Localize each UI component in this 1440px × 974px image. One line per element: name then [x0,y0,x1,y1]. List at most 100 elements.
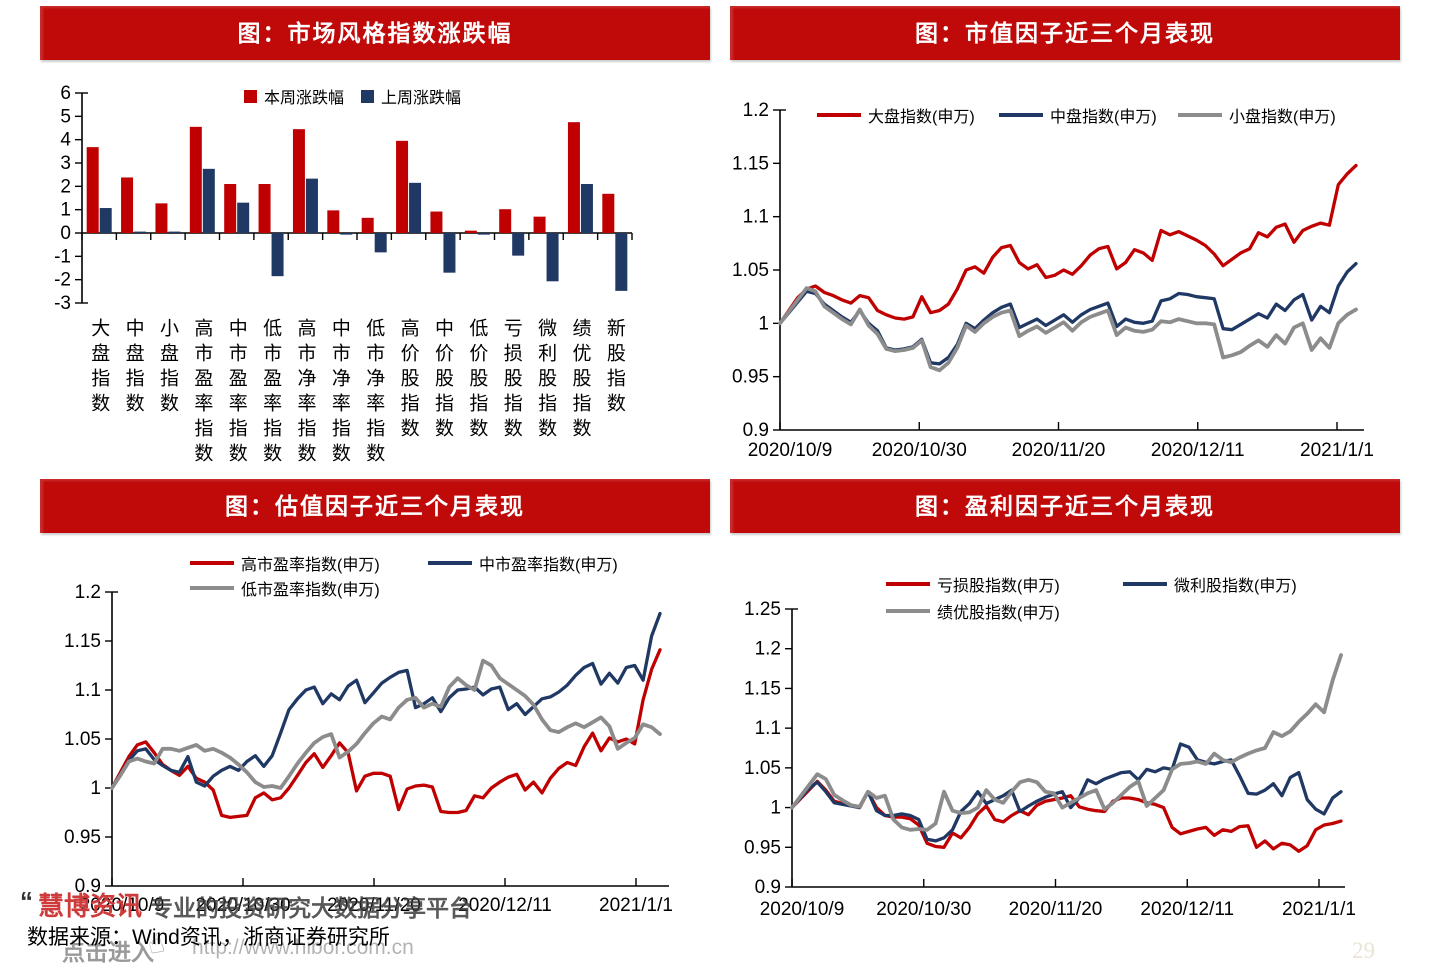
bar-last-week [409,182,422,233]
legend-marker-icon [886,582,930,586]
line-series [778,286,1358,373]
legend-label: 中市盈率指数(申万) [479,557,618,574]
legend-marker-icon [886,609,930,613]
bar-category-label: 亏损股指数 [500,318,522,443]
bar-category-label: 高市盈率指数 [191,318,213,468]
legend-item: 中盘指数(申万) [999,103,1157,127]
y-axis-tick-label: -2 [54,270,71,291]
legend-item: 微利股指数(申万) [1123,572,1297,596]
bar-category-label: 大盘指数 [88,318,110,418]
bar-category-label: 小盘指数 [156,318,178,418]
bar-category-label: 绩优股指数 [569,318,591,443]
y-axis-tick-label: 6 [60,83,71,104]
y-axis-tick-label: 0 [60,223,71,244]
bar-last-week [443,233,456,273]
legend-marker-icon [190,586,234,590]
bar-last-week [168,231,181,233]
bar-category-label: 中市净率指数 [328,318,350,468]
y-axis-tick-label: 1.15 [744,678,781,699]
chart-title-banner-profit: 图：盈利因子近三个月表现 [730,479,1400,533]
chart-title-banner-size: 图：市值因子近三个月表现 [730,6,1400,60]
legend-label: 上周涨跌幅 [381,90,462,107]
bar-category-labels: 大盘指数 中盘指数 小盘指数 高市盈率指数 中市盈率指数 低市盈率指数 高市净率指数 中市净率… [40,318,710,470]
line-series [790,742,1343,843]
legend-item: 本周涨跌幅 [244,84,344,108]
y-axis-tick-label: 1 [90,778,101,799]
legend-item: 中市盈率指数(申万) [428,551,618,575]
y-axis-tick-label: 1.05 [744,758,781,779]
bar-category-label: 中盘指数 [122,318,144,418]
x-axis-tick-label: 2020/10/30 [195,895,290,916]
y-axis-tick-label: 1.05 [732,260,769,281]
watermark-click-text: 点击进入 [62,939,154,965]
x-axis-tick-label: 2020/12/11 [458,895,552,916]
bar-last-week [340,233,353,235]
bar-last-week [99,208,112,233]
legend-label: 本周涨跌幅 [264,90,345,107]
bar-category-label: 高价股指数 [397,318,419,443]
legend-label: 绩优股指数(申万) [937,605,1060,622]
bar-this-week [155,203,168,233]
y-axis-tick-label: 1 [60,200,71,221]
y-axis-tick-label: -3 [54,293,71,314]
y-axis-tick-label: 0.95 [732,367,769,388]
y-axis-tick-label: 1 [770,798,781,819]
page-number: 29 [1352,938,1375,963]
legend-marker-icon [428,561,472,565]
legend-label: 高市盈率指数(申万) [241,557,380,574]
line-series [778,261,1358,366]
x-axis-tick-label: 2020/10/9 [748,440,833,461]
bar-this-week [121,177,134,233]
y-axis-tick-label: 0.9 [755,877,781,898]
legend-label: 微利股指数(申万) [1174,578,1297,595]
x-axis-tick-label: 2020/12/11 [1151,440,1245,461]
legend-item: 亏损股指数(申万) [886,572,1060,596]
line-series [110,611,662,790]
line-series [790,653,1343,832]
y-axis-tick-label: 0.95 [744,837,781,858]
bar-last-week [271,233,284,277]
line-series [778,163,1358,325]
legend-item: 低市盈率指数(申万) [190,576,380,600]
bar-last-week [580,184,593,233]
bar-this-week [499,209,512,233]
bar-this-week [86,147,99,233]
bar-this-week [189,126,202,233]
legend-label: 低市盈率指数(申万) [241,582,380,599]
y-axis-tick-label: 5 [60,106,71,127]
bar-category-label: 新股指数 [603,318,625,418]
x-axis-tick-label: 2020/11/20 [327,895,421,916]
watermark-url: http://www.hibor.com.cn [192,936,414,959]
y-axis-tick-label: 1.1 [75,680,101,701]
bar-this-week [430,211,443,233]
chart-title-banner-style: 图：市场风格指数涨跌幅 [40,6,710,60]
bar-last-week [305,178,318,233]
bar-category-label: 高市净率指数 [294,318,316,468]
bar-category-label: 中价股指数 [431,318,453,443]
bar-last-week [374,233,387,253]
y-axis-tick-label: 1.15 [64,631,101,652]
bar-last-week [546,233,559,282]
chart-title-banner-valuation: 图：估值因子近三个月表现 [40,479,710,533]
bar-last-week [202,168,215,233]
y-axis-tick-label: 2 [60,176,71,197]
bar-this-week [396,140,409,233]
bar-category-label: 中市盈率指数 [225,318,247,468]
x-axis-tick-label: 2021/1/1 [1300,440,1374,461]
legend-marker-icon [244,89,257,103]
legend-item: 大盘指数(申万) [817,103,975,127]
bar-this-week [361,217,374,233]
bar-last-week [477,233,490,235]
y-axis-tick-label: 4 [60,130,71,151]
legend-item: 绩优股指数(申万) [886,599,1060,623]
legend-marker-icon [1123,582,1167,586]
legend-item: 高市盈率指数(申万) [190,551,380,575]
bar-this-week [602,193,615,233]
y-axis-tick-label: 0.95 [64,827,101,848]
legend-label: 亏损股指数(申万) [937,578,1060,595]
legend-label: 中盘指数(申万) [1050,109,1157,126]
